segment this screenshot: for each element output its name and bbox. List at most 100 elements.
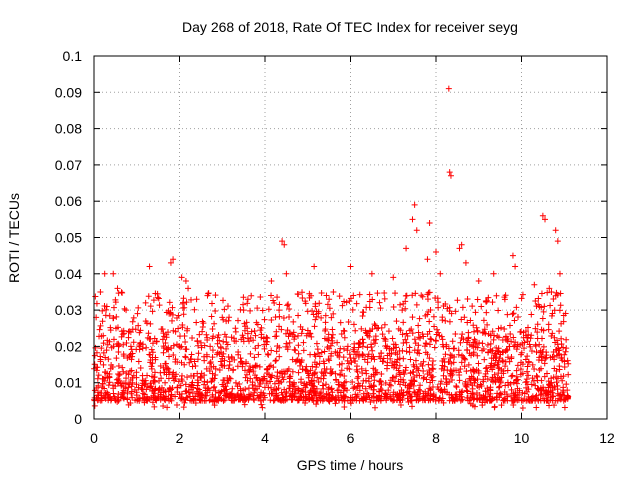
data-point: [227, 375, 234, 382]
data-point: [328, 385, 335, 392]
data-point: [481, 329, 488, 336]
data-point: [467, 400, 474, 407]
data-point: [351, 340, 358, 347]
data-point: [261, 341, 268, 348]
y-tick-label: 0.05: [55, 230, 82, 246]
data-point: [336, 293, 343, 300]
data-point: [160, 403, 167, 410]
data-point: [517, 371, 524, 378]
data-point: [203, 331, 210, 338]
data-point: [329, 340, 336, 347]
data-point: [177, 382, 184, 389]
data-point: [419, 397, 426, 404]
data-point: [207, 343, 214, 350]
data-point: [420, 358, 427, 365]
data-point: [97, 389, 104, 396]
data-point: [348, 359, 355, 366]
data-point: [229, 385, 236, 392]
data-point: [329, 335, 336, 342]
data-point: [116, 372, 123, 379]
data-point: [534, 377, 541, 384]
data-point: [382, 338, 389, 345]
data-point: [147, 351, 154, 358]
data-point: [424, 370, 431, 377]
data-point: [224, 303, 231, 310]
data-point: [326, 345, 333, 352]
data-point: [495, 325, 502, 332]
data-point: [527, 343, 534, 350]
data-point: [182, 278, 189, 285]
data-point: [557, 302, 564, 309]
data-point: [409, 330, 416, 337]
data-point: [206, 360, 213, 367]
data-point: [181, 399, 188, 406]
data-point: [110, 336, 117, 343]
data-point: [374, 369, 381, 376]
data-point: [110, 343, 117, 350]
data-point: [426, 341, 433, 348]
data-point: [509, 372, 516, 379]
data-point: [124, 396, 131, 403]
data-point: [307, 367, 314, 374]
data-point: [252, 386, 259, 393]
data-point: [353, 300, 360, 307]
data-point: [137, 327, 144, 334]
data-point: [143, 320, 150, 327]
data-point: [349, 306, 356, 313]
data-point: [272, 314, 279, 321]
data-point: [424, 296, 431, 303]
data-point: [225, 365, 232, 372]
data-point: [534, 321, 541, 328]
data-point: [317, 397, 324, 404]
data-point: [532, 297, 539, 304]
data-point: [196, 331, 203, 338]
data-point: [400, 355, 407, 362]
data-point: [129, 318, 136, 325]
data-point: [273, 328, 280, 335]
data-point: [377, 305, 384, 312]
data-point: [184, 374, 191, 381]
data-point: [194, 338, 201, 345]
data-point: [106, 312, 113, 319]
data-point: [525, 372, 532, 379]
data-point: [529, 397, 536, 404]
data-point: [430, 366, 437, 373]
data-point: [215, 395, 222, 402]
data-point: [504, 354, 511, 361]
data-point: [289, 356, 296, 363]
data-point: [437, 270, 444, 277]
data-point: [105, 382, 112, 389]
y-tick-label: 0.02: [55, 338, 82, 354]
data-point: [118, 289, 125, 296]
data-point: [442, 317, 449, 324]
data-point: [192, 363, 199, 370]
data-point: [173, 401, 180, 408]
data-point: [469, 303, 476, 310]
data-point: [439, 317, 446, 324]
data-point: [128, 390, 135, 397]
data-point: [457, 366, 464, 373]
data-point: [479, 340, 486, 347]
data-point: [225, 354, 232, 361]
data-point: [134, 310, 141, 317]
data-point: [245, 367, 252, 374]
data-point: [437, 381, 444, 388]
data-point: [422, 349, 429, 356]
data-point: [93, 384, 100, 391]
data-point: [561, 364, 568, 371]
data-point: [300, 347, 307, 354]
data-point: [133, 381, 140, 388]
data-point: [195, 390, 202, 397]
data-point: [308, 333, 315, 340]
data-point: [424, 331, 431, 338]
data-point: [397, 327, 404, 334]
data-point: [442, 388, 449, 395]
data-point: [313, 313, 320, 320]
data-point: [497, 351, 504, 358]
data-point: [495, 364, 502, 371]
data-point: [403, 348, 410, 355]
data-point: [286, 382, 293, 389]
data-point: [165, 369, 172, 376]
data-point: [464, 295, 471, 302]
data-point: [315, 350, 322, 357]
